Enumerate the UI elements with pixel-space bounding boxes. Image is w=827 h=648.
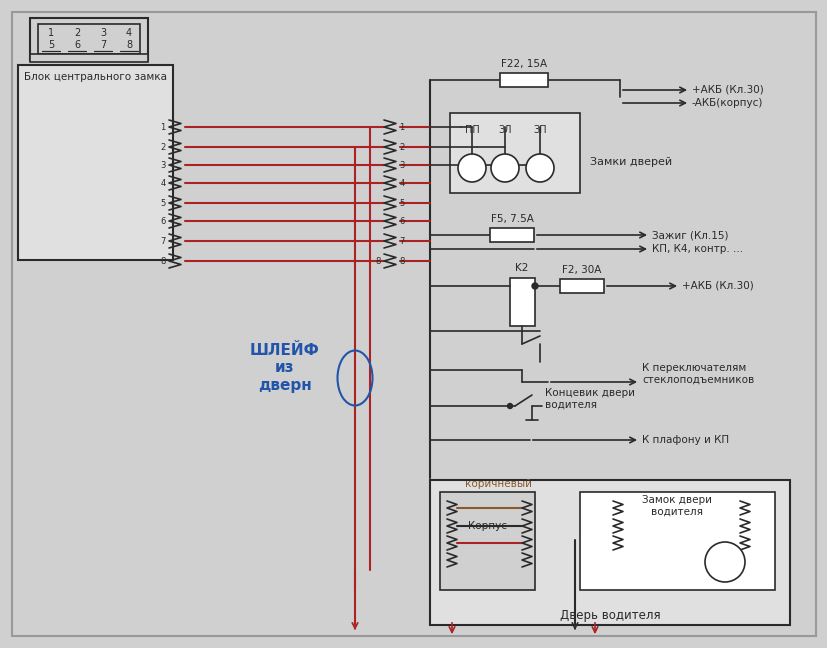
Text: K2: K2 bbox=[514, 263, 528, 273]
Text: К переключателям
стеклоподъемников: К переключателям стеклоподъемников bbox=[641, 363, 753, 385]
Text: Зажиг (Кл.15): Зажиг (Кл.15) bbox=[651, 230, 728, 240]
Bar bbox=[38, 24, 140, 54]
Bar bbox=[509, 278, 534, 326]
Circle shape bbox=[704, 542, 744, 582]
Bar bbox=[30, 54, 148, 62]
Text: 3: 3 bbox=[160, 161, 165, 170]
Text: 1: 1 bbox=[48, 28, 54, 38]
Text: ЗП: ЗП bbox=[533, 125, 546, 135]
Text: Дверь водителя: Дверь водителя bbox=[559, 608, 659, 621]
Text: Замок двери
водителя: Замок двери водителя bbox=[642, 495, 712, 517]
Circle shape bbox=[532, 283, 538, 289]
Text: -АКБ(корпус): -АКБ(корпус) bbox=[691, 98, 762, 108]
Text: F5, 7.5A: F5, 7.5A bbox=[490, 214, 533, 224]
Text: ЗЛ: ЗЛ bbox=[498, 125, 511, 135]
Text: F22, 15A: F22, 15A bbox=[500, 59, 547, 69]
Text: 7: 7 bbox=[100, 40, 106, 50]
Circle shape bbox=[457, 154, 485, 182]
Text: +АКБ (Кл.30): +АКБ (Кл.30) bbox=[691, 85, 762, 95]
Text: 6: 6 bbox=[74, 40, 80, 50]
Text: ШЛЕЙФ
из
дверн: ШЛЕЙФ из дверн bbox=[250, 343, 319, 393]
Circle shape bbox=[490, 154, 519, 182]
Text: 5: 5 bbox=[160, 198, 165, 207]
Text: 2: 2 bbox=[399, 143, 404, 152]
Bar bbox=[429, 480, 789, 625]
Circle shape bbox=[525, 154, 553, 182]
Text: ПП: ПП bbox=[464, 125, 479, 135]
Text: 6: 6 bbox=[160, 216, 165, 226]
Text: 6: 6 bbox=[399, 216, 404, 226]
Text: 8: 8 bbox=[160, 257, 165, 266]
Circle shape bbox=[507, 404, 512, 408]
Text: КП, К4, контр. ...: КП, К4, контр. ... bbox=[651, 244, 742, 254]
Text: 1: 1 bbox=[160, 122, 165, 132]
Text: +АКБ (Кл.30): +АКБ (Кл.30) bbox=[681, 281, 753, 291]
Text: 1: 1 bbox=[399, 122, 404, 132]
Bar bbox=[559, 279, 603, 293]
Text: Замки дверей: Замки дверей bbox=[590, 157, 672, 167]
Text: 8: 8 bbox=[399, 257, 404, 266]
Text: 2: 2 bbox=[160, 143, 165, 152]
Text: 7: 7 bbox=[399, 237, 404, 246]
Text: 5: 5 bbox=[48, 40, 54, 50]
Bar bbox=[439, 492, 534, 590]
Text: Блок центрального замка: Блок центрального замка bbox=[24, 72, 167, 82]
Text: 5: 5 bbox=[399, 198, 404, 207]
Text: 4: 4 bbox=[399, 178, 404, 187]
Text: 3: 3 bbox=[100, 28, 106, 38]
Text: 7: 7 bbox=[160, 237, 165, 246]
Text: 4: 4 bbox=[126, 28, 131, 38]
Text: Концевик двери
водителя: Концевик двери водителя bbox=[544, 388, 634, 410]
Text: К плафону и КП: К плафону и КП bbox=[641, 435, 729, 445]
Bar bbox=[490, 228, 533, 242]
Text: 8: 8 bbox=[126, 40, 131, 50]
Text: 2: 2 bbox=[74, 28, 80, 38]
Text: 4: 4 bbox=[160, 178, 165, 187]
Text: 8: 8 bbox=[375, 257, 380, 266]
Text: F2, 30A: F2, 30A bbox=[562, 265, 601, 275]
Bar bbox=[579, 492, 774, 590]
Bar bbox=[18, 65, 173, 260]
Bar bbox=[500, 73, 547, 87]
Bar bbox=[30, 18, 148, 60]
Text: 3: 3 bbox=[399, 161, 404, 170]
Bar bbox=[449, 113, 579, 193]
Text: Корпус: Корпус bbox=[467, 521, 506, 531]
Text: коричневый: коричневый bbox=[465, 479, 532, 489]
